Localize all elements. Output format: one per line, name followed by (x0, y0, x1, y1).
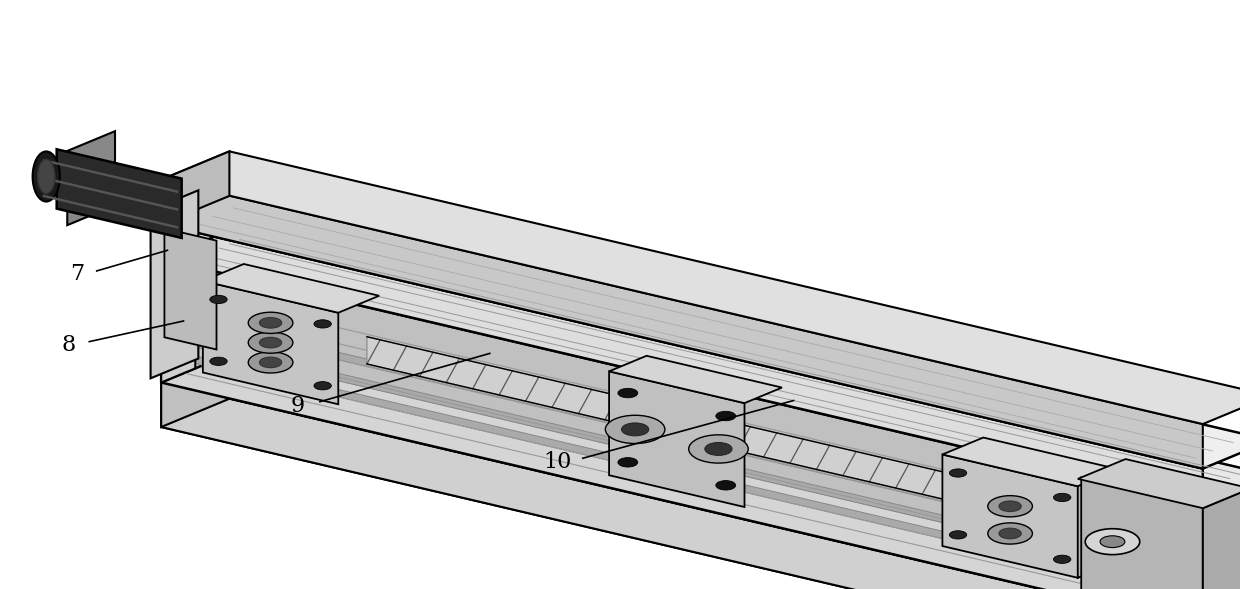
Circle shape (715, 411, 735, 421)
Polygon shape (161, 196, 229, 259)
Circle shape (1100, 536, 1125, 548)
Circle shape (259, 317, 281, 328)
Polygon shape (150, 190, 198, 378)
Circle shape (248, 352, 293, 373)
Polygon shape (161, 259, 1203, 589)
Circle shape (704, 442, 732, 455)
Circle shape (314, 320, 331, 328)
Polygon shape (203, 264, 379, 313)
Polygon shape (1081, 478, 1207, 589)
Circle shape (618, 388, 637, 398)
Polygon shape (161, 230, 1240, 503)
Polygon shape (161, 354, 229, 427)
Polygon shape (161, 210, 196, 382)
Circle shape (248, 332, 293, 353)
Circle shape (688, 435, 748, 463)
Circle shape (999, 501, 1022, 512)
Circle shape (988, 496, 1033, 517)
Polygon shape (942, 438, 1118, 487)
Ellipse shape (37, 160, 55, 194)
Text: 7: 7 (69, 263, 84, 285)
Circle shape (1085, 529, 1140, 555)
Circle shape (988, 523, 1033, 544)
Polygon shape (43, 159, 179, 193)
Polygon shape (161, 354, 1240, 589)
Polygon shape (182, 353, 1182, 589)
Text: 10: 10 (544, 451, 572, 474)
Polygon shape (262, 264, 1198, 583)
Polygon shape (43, 194, 179, 229)
Polygon shape (43, 177, 179, 211)
Polygon shape (57, 149, 182, 238)
Polygon shape (161, 224, 1203, 503)
Circle shape (248, 312, 293, 333)
Circle shape (999, 528, 1022, 539)
Polygon shape (1203, 488, 1240, 589)
Polygon shape (161, 196, 1240, 469)
Polygon shape (67, 131, 115, 225)
Polygon shape (367, 337, 1054, 525)
Circle shape (715, 481, 735, 490)
Polygon shape (203, 281, 339, 404)
Circle shape (950, 531, 967, 539)
Circle shape (950, 469, 967, 477)
Circle shape (210, 357, 227, 365)
Circle shape (1054, 494, 1071, 502)
Polygon shape (609, 371, 744, 507)
Circle shape (210, 295, 227, 303)
Polygon shape (161, 399, 1240, 589)
Ellipse shape (32, 151, 60, 201)
Polygon shape (942, 455, 1078, 578)
Polygon shape (609, 356, 782, 403)
Polygon shape (161, 151, 229, 224)
Circle shape (605, 415, 665, 444)
Text: 8: 8 (61, 333, 76, 356)
Polygon shape (161, 230, 229, 382)
Polygon shape (182, 337, 1182, 579)
Polygon shape (165, 229, 217, 349)
Polygon shape (161, 382, 1203, 589)
Circle shape (259, 337, 281, 348)
Polygon shape (1078, 459, 1240, 508)
Circle shape (618, 458, 637, 467)
Polygon shape (182, 316, 1182, 558)
Polygon shape (161, 180, 1203, 469)
Circle shape (1054, 555, 1071, 564)
Polygon shape (161, 151, 1240, 424)
Circle shape (314, 382, 331, 390)
Text: 9: 9 (290, 395, 305, 418)
Circle shape (259, 357, 281, 368)
Circle shape (621, 423, 649, 436)
Polygon shape (1078, 469, 1118, 578)
